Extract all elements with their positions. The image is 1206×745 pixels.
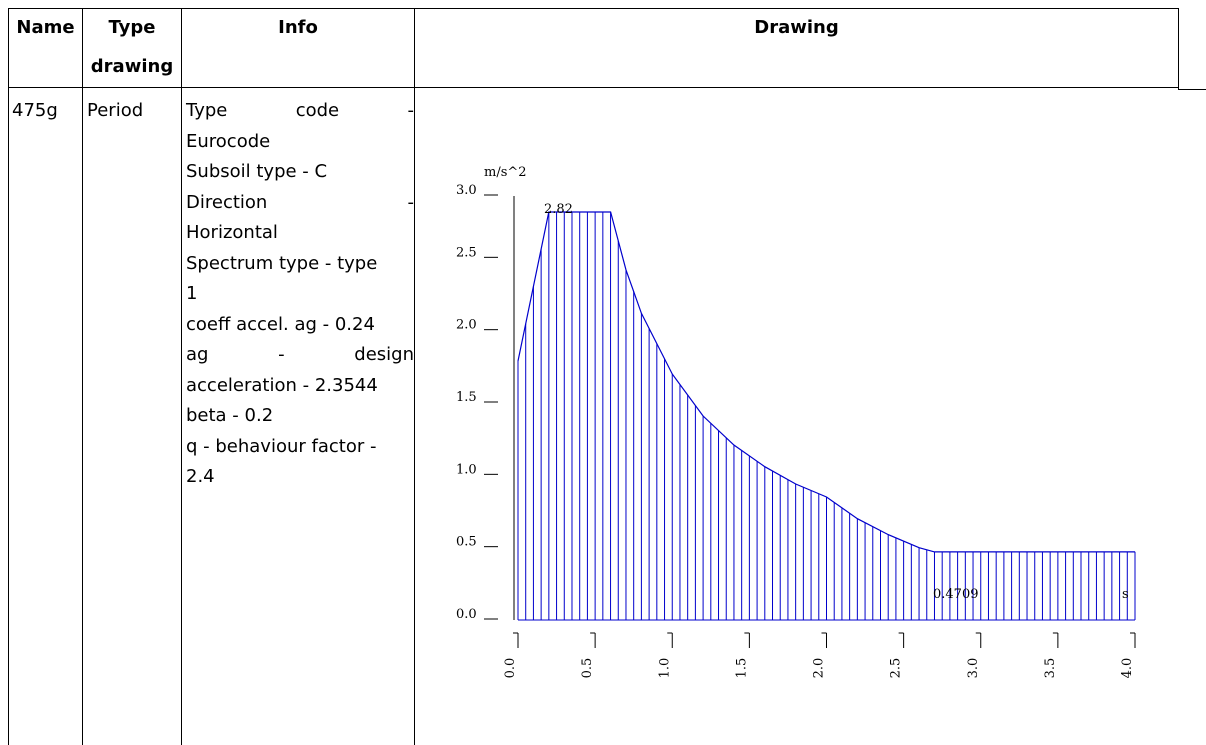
spectrum-curve — [517, 211, 1135, 553]
info-word: design — [354, 344, 414, 365]
value-annotation: 2.82 — [544, 202, 573, 217]
y-tick-label: 1.0 — [456, 462, 477, 477]
header-bottom-border — [8, 87, 1178, 88]
info-word: Type — [186, 100, 228, 121]
y-tick-label: 1.5 — [456, 390, 477, 405]
value-annotation: 0.4709 — [933, 587, 979, 602]
info-word: ag — [186, 344, 209, 365]
info-word: - — [278, 344, 285, 365]
info-line: Subsoil type - C — [186, 161, 328, 182]
y-tick-label: 2.0 — [456, 318, 477, 333]
info-line: Horizontal — [186, 222, 278, 243]
y-tick-label: 3.0 — [456, 183, 477, 198]
col-border-name — [82, 8, 83, 745]
y-tick-label: 0.0 — [456, 607, 477, 622]
header-name: Name — [16, 17, 75, 38]
info-line: ag - design — [186, 341, 414, 369]
info-word: - — [407, 100, 414, 121]
info-line: 2.4 — [186, 466, 215, 487]
col-border-type — [181, 8, 182, 745]
col-border-left — [8, 8, 9, 745]
x-tick-label: 0.5 — [580, 658, 595, 679]
info-word: Direction — [186, 191, 268, 213]
x-tick-label: 3.0 — [966, 658, 981, 679]
info-line: Direction - — [186, 189, 414, 217]
info-line: q - behaviour factor - — [186, 435, 377, 457]
x-tick-label: 1.0 — [657, 658, 672, 679]
info-line: coeff accel. ag - 0.24 — [186, 313, 375, 335]
x-axis-unit-label: s — [1122, 587, 1129, 602]
info-line: Eurocode — [186, 130, 271, 152]
col-border-right — [1178, 8, 1179, 90]
info-line: Spectrum type - type — [186, 252, 378, 274]
header-info: Info — [278, 17, 318, 38]
x-tick-label: 2.0 — [812, 658, 827, 679]
header-type-line2: drawing — [90, 56, 174, 77]
header-drawing: Drawing — [754, 17, 839, 38]
row-type: Period — [87, 100, 144, 121]
y-axis-label: m/s^2 — [484, 165, 527, 180]
header-type-line1: Type — [108, 17, 156, 38]
header-bottom-extension — [1178, 89, 1206, 90]
info-word: code — [295, 100, 340, 121]
x-tick-label: 4.0 — [1120, 658, 1135, 679]
info-line: beta - 0.2 — [186, 405, 274, 426]
x-tick-label: 1.5 — [734, 658, 749, 679]
x-tick-label: 0.0 — [503, 658, 518, 679]
x-tick-label: 3.5 — [1043, 658, 1058, 679]
x-tick-label: 2.5 — [889, 658, 904, 679]
info-line: 1 — [186, 283, 198, 304]
info-line: Type code - — [186, 97, 414, 125]
info-word: - — [407, 191, 415, 213]
row-name: 475g — [12, 100, 58, 121]
y-tick-label: 0.5 — [456, 535, 477, 550]
spectrum-chart: 0.0 0.5 1.0 1.5 2.0 2.5 3.0 0.0 0.5 1.0 1.5 2.0 2.5… — [456, 165, 1136, 679]
y-tick-label: 2.5 — [456, 245, 477, 260]
info-line: acceleration - 2.3544 — [186, 374, 378, 396]
table-top-border — [8, 8, 1178, 9]
col-border-info — [414, 8, 415, 745]
